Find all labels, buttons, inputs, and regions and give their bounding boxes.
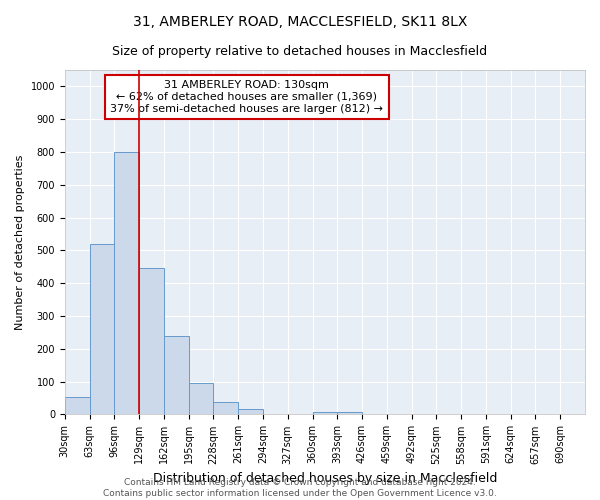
Bar [214,402,238,414]
Bar [164,336,188,414]
Bar [188,382,214,414]
Y-axis label: Number of detached properties: Number of detached properties [15,154,25,330]
Text: 31 AMBERLEY ROAD: 130sqm
← 62% of detached houses are smaller (1,369)
37% of sem: 31 AMBERLEY ROAD: 130sqm ← 62% of detach… [110,80,383,114]
Bar [89,244,115,414]
Bar [337,412,362,414]
Text: Size of property relative to detached houses in Macclesfield: Size of property relative to detached ho… [112,45,488,58]
Text: Contains HM Land Registry data © Crown copyright and database right 2024.
Contai: Contains HM Land Registry data © Crown c… [103,478,497,498]
Bar [238,408,263,414]
Bar [313,412,337,414]
Text: 31, AMBERLEY ROAD, MACCLESFIELD, SK11 8LX: 31, AMBERLEY ROAD, MACCLESFIELD, SK11 8L… [133,15,467,29]
Bar [115,152,139,414]
X-axis label: Distribution of detached houses by size in Macclesfield: Distribution of detached houses by size … [153,472,497,485]
Bar [139,268,164,414]
Bar [65,398,89,414]
